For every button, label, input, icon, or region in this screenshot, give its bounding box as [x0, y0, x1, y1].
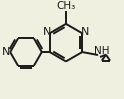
Text: CH₃: CH₃	[56, 1, 76, 11]
Text: N: N	[43, 27, 51, 37]
Text: N: N	[81, 27, 89, 37]
Text: NH: NH	[94, 46, 110, 56]
Text: N: N	[2, 47, 10, 57]
